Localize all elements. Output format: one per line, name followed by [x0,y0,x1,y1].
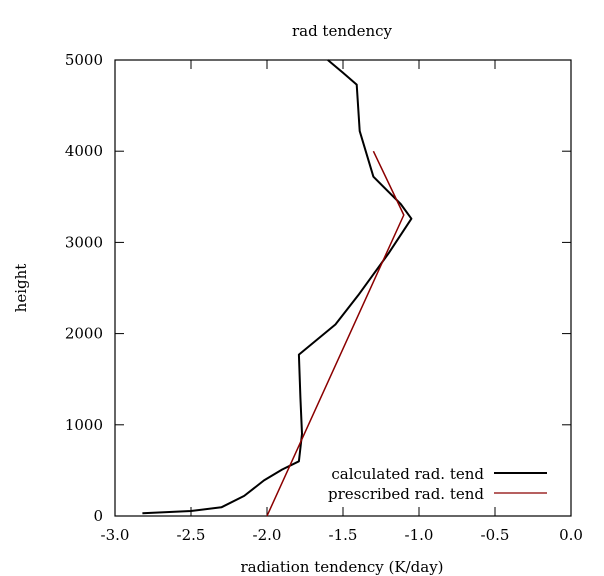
series-line-calculated [142,59,413,515]
legend: calculated rad. tend prescribed rad. ten… [328,465,547,503]
x-tick-label: 0.0 [559,526,583,544]
x-tick-label: -1.5 [329,526,358,544]
y-tick-label: 5000 [65,51,103,69]
x-tick-label: -2.0 [253,526,282,544]
plot-frame [114,59,572,517]
x-tick-label: -3.0 [101,526,130,544]
x-tick-label: -0.5 [481,526,510,544]
x-tick-label: -1.0 [405,526,434,544]
x-tick-label: -2.5 [177,526,206,544]
x-axis-label: radiation tendency (K/day) [240,558,443,576]
series-line-prescribed [266,150,405,517]
y-tick-label: 4000 [65,142,103,160]
y-tick-label: 3000 [65,233,103,251]
y-tick-label: 1000 [65,416,103,434]
y-axis-label: height [12,264,30,313]
legend-label-prescribed: prescribed rad. tend [328,485,484,503]
y-tick-label: 2000 [65,325,103,343]
y-tick-label: 0 [93,507,103,525]
legend-label-calculated: calculated rad. tend [331,465,484,483]
chart-title: rad tendency [292,22,393,40]
